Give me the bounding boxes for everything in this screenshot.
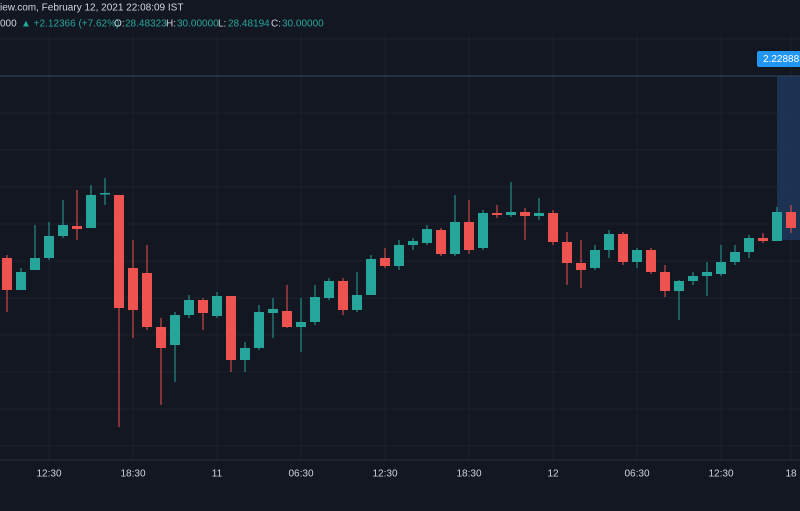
candle-body	[240, 348, 250, 360]
x-tick-label: 18	[785, 469, 797, 480]
header-o-value: 28.48323	[125, 19, 167, 30]
candle-body	[170, 315, 180, 345]
candle-body	[58, 225, 68, 236]
x-tick-label: 12:30	[372, 469, 397, 480]
candle-body	[436, 230, 446, 254]
candle-body	[450, 222, 460, 254]
candle-body	[520, 212, 530, 216]
x-tick-label: 18:30	[120, 469, 145, 480]
candle-body	[44, 236, 54, 258]
candle-body	[506, 212, 516, 215]
candle-body	[492, 213, 502, 215]
header-l-label: L:	[218, 19, 226, 30]
candle-body	[464, 222, 474, 250]
candle-body	[702, 272, 712, 276]
candle-body	[646, 250, 656, 272]
candle-body	[114, 195, 124, 308]
candle-body	[16, 272, 26, 290]
candle-body	[660, 272, 670, 291]
x-tick-label: 12	[547, 469, 559, 480]
candle-body	[772, 212, 782, 241]
candle-body	[128, 268, 138, 310]
candle-body	[184, 300, 194, 315]
candle-body	[310, 297, 320, 322]
candle-body	[156, 327, 166, 348]
candle-body	[716, 262, 726, 274]
x-tick-label: 06:30	[288, 469, 313, 480]
candle-body	[352, 295, 362, 310]
candle-body	[534, 213, 544, 216]
x-tick-label: 18:30	[456, 469, 481, 480]
candle-body	[478, 213, 488, 248]
header-o-label: O:	[114, 19, 125, 30]
price-tag: 2.22888 (	[763, 54, 800, 65]
candle-body	[282, 311, 292, 327]
candle-body	[338, 281, 348, 310]
candle-body	[366, 259, 376, 295]
candle-body	[212, 296, 222, 316]
candle-body	[380, 258, 390, 266]
candle-body	[198, 300, 208, 313]
candle-body	[72, 226, 82, 229]
candle-body	[576, 263, 586, 270]
candle-body	[604, 234, 614, 250]
candle-body	[2, 258, 12, 290]
candle-body	[632, 250, 642, 262]
header-source: iew.com, February 12, 2021 22:08:09 IST	[0, 3, 183, 14]
header-c-value: 30.00000	[282, 19, 324, 30]
candle-body	[254, 312, 264, 348]
candle-body	[296, 322, 306, 327]
candle-body	[618, 234, 628, 262]
x-tick-label: 12:30	[708, 469, 733, 480]
header-l-value: 28.48194	[228, 19, 270, 30]
candle-body	[86, 195, 96, 228]
candle-body	[408, 241, 418, 245]
x-tick-label: 12:30	[36, 469, 61, 480]
candle-body	[226, 296, 236, 360]
candle-body	[268, 309, 278, 313]
x-tick-label: 11	[212, 469, 223, 480]
header-h-label: H:	[166, 19, 176, 30]
candle-body	[744, 238, 754, 252]
candle-body	[422, 229, 432, 243]
header-price: 000	[0, 19, 17, 30]
range-highlight	[777, 76, 800, 240]
candle-body	[30, 258, 40, 270]
candle-body	[142, 273, 152, 327]
candle-body	[100, 193, 110, 195]
header-c-label: C:	[271, 19, 281, 30]
candle-body	[590, 250, 600, 268]
candle-body	[674, 281, 684, 291]
header-h-value: 30.00000	[177, 19, 219, 30]
price-tag-bg	[757, 51, 800, 67]
candle-body	[548, 213, 558, 242]
header-change: ▲ +2.12366 (+7.62%)	[21, 19, 119, 30]
candle-body	[758, 238, 768, 241]
candle-body	[562, 242, 572, 263]
candle-body	[688, 276, 698, 281]
candle-body	[730, 252, 740, 262]
candle-body	[394, 245, 404, 266]
x-tick-label: 06:30	[624, 469, 649, 480]
candle-body	[324, 281, 334, 298]
candle-body	[786, 212, 796, 228]
